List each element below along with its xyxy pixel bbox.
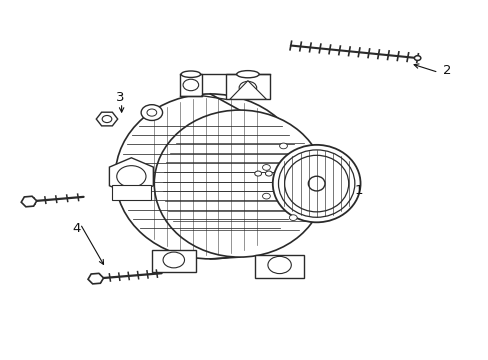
Ellipse shape (154, 110, 325, 257)
Ellipse shape (272, 145, 360, 222)
Circle shape (262, 165, 270, 170)
Circle shape (141, 105, 162, 121)
Text: 2: 2 (442, 64, 450, 77)
Circle shape (289, 215, 297, 221)
FancyBboxPatch shape (180, 74, 202, 96)
Ellipse shape (236, 71, 259, 78)
Circle shape (254, 171, 261, 176)
Circle shape (413, 56, 420, 60)
Ellipse shape (308, 176, 325, 191)
FancyBboxPatch shape (255, 255, 304, 278)
Circle shape (163, 252, 184, 268)
FancyBboxPatch shape (112, 185, 151, 200)
Ellipse shape (284, 155, 348, 212)
Ellipse shape (115, 94, 305, 259)
Text: 3: 3 (116, 91, 124, 104)
FancyBboxPatch shape (225, 74, 269, 99)
Text: 1: 1 (354, 184, 363, 197)
Circle shape (265, 171, 272, 176)
Ellipse shape (278, 150, 354, 217)
Circle shape (239, 81, 256, 94)
Circle shape (102, 116, 112, 123)
Circle shape (279, 143, 287, 149)
Circle shape (267, 256, 291, 274)
Circle shape (117, 166, 146, 187)
Circle shape (262, 193, 270, 199)
Text: 4: 4 (72, 222, 81, 235)
Circle shape (147, 109, 157, 116)
Polygon shape (229, 81, 266, 99)
Circle shape (183, 79, 198, 91)
Ellipse shape (181, 71, 200, 77)
FancyBboxPatch shape (152, 250, 195, 272)
